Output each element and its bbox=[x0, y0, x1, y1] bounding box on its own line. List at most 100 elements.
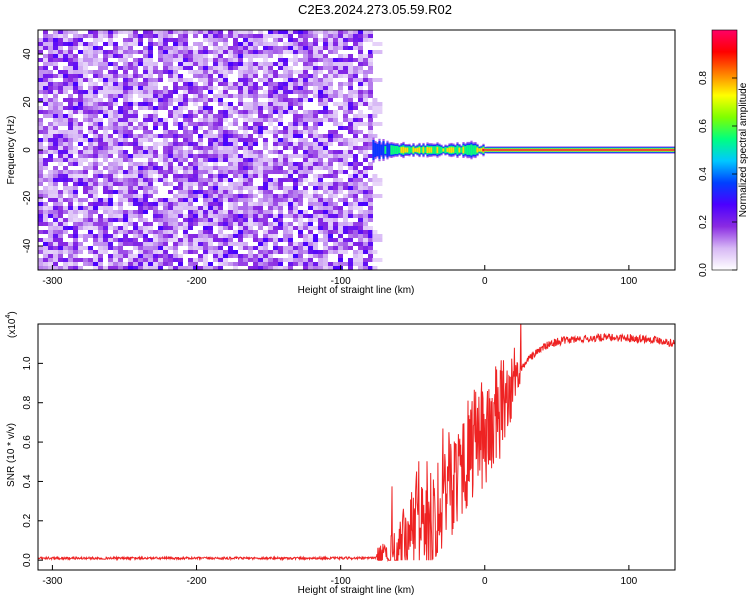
spectrogram-noise-cell bbox=[153, 78, 158, 82]
spectrogram-noise-cell bbox=[358, 42, 363, 46]
spectrogram-signal-cell bbox=[538, 149, 541, 151]
spectrogram-noise-cell bbox=[158, 102, 163, 106]
spectrogram-noise-cell bbox=[93, 38, 98, 42]
spectrogram-noise-cell bbox=[138, 106, 143, 110]
spectrogram-noise-cell bbox=[308, 90, 313, 94]
spectrogram-noise-cell bbox=[108, 258, 113, 262]
spectrogram-noise-cell bbox=[53, 206, 58, 210]
spectrogram-noise-cell bbox=[153, 238, 158, 242]
spectrogram-noise-cell bbox=[238, 86, 243, 90]
spectrogram-noise-cell bbox=[168, 266, 173, 270]
spectrogram-noise-cell bbox=[213, 162, 218, 166]
spectrogram-noise-cell bbox=[258, 166, 263, 170]
spectrogram-noise-cell bbox=[128, 78, 133, 82]
spectrogram-noise-cell bbox=[38, 154, 43, 158]
spectrogram-noise-cell bbox=[318, 254, 323, 258]
spectrogram-noise-cell bbox=[363, 94, 368, 98]
spectrogram-noise-cell bbox=[263, 146, 268, 150]
spectrogram-noise-cell bbox=[273, 146, 278, 150]
spectrogram-noise-cell bbox=[183, 42, 188, 46]
spectrogram-noise-cell bbox=[168, 98, 173, 102]
spectrogram-noise-cell bbox=[238, 82, 243, 86]
spectrogram-noise-cell bbox=[88, 222, 93, 226]
spectrogram-noise-cell bbox=[323, 114, 328, 118]
spectrogram-signal-cell bbox=[494, 149, 497, 151]
spectrogram-noise-cell bbox=[58, 110, 63, 114]
spectrogram-noise-cell bbox=[63, 242, 68, 246]
spectrogram-noise-cell bbox=[133, 222, 138, 226]
spectrogram-noise-cell bbox=[148, 190, 153, 194]
spectrogram-noise-cell bbox=[133, 62, 138, 66]
spectrogram-noise-cell bbox=[358, 54, 363, 58]
svg-text:(x104): (x104) bbox=[5, 311, 18, 338]
spectrogram-noise-cell bbox=[273, 42, 278, 46]
spectrogram-noise-cell bbox=[238, 154, 243, 158]
spectrogram-noise-cell bbox=[203, 258, 208, 262]
spectrogram-noise-cell bbox=[268, 34, 273, 38]
spectrogram-noise-cell bbox=[193, 74, 198, 78]
spectrogram-noise-cell bbox=[118, 146, 123, 150]
spectrogram-noise-cell bbox=[178, 242, 183, 246]
spectrogram-noise-cell bbox=[108, 54, 113, 58]
spectrogram-noise-cell bbox=[178, 194, 183, 198]
spectrogram-noise-cell bbox=[168, 110, 173, 114]
spectrogram-noise-cell bbox=[313, 34, 318, 38]
spectrogram-noise-cell bbox=[73, 30, 78, 34]
spectrogram-noise-cell bbox=[343, 66, 348, 70]
spectrogram-noise-cell bbox=[153, 142, 158, 146]
spectrogram-noise-cell bbox=[168, 198, 173, 202]
spectrogram-noise-cell bbox=[273, 138, 278, 142]
spectrogram-noise-cell bbox=[173, 114, 178, 118]
spectrogram-noise-cell bbox=[208, 174, 213, 178]
spectrogram-noise-cell bbox=[198, 106, 203, 110]
spectrogram-noise-cell bbox=[338, 162, 343, 166]
spectrogram-noise-cell bbox=[128, 230, 133, 234]
spectrogram-noise-cell bbox=[268, 210, 273, 214]
spectrogram-noise-cell bbox=[148, 202, 153, 206]
spectrogram-noise-cell bbox=[253, 110, 258, 114]
spectrogram-noise-cell bbox=[148, 58, 153, 62]
spectrogram-noise-cell bbox=[183, 186, 188, 190]
spectrogram-noise-cell bbox=[83, 114, 88, 118]
spectrogram-noise-cell bbox=[123, 130, 128, 134]
spectrogram-noise-cell bbox=[153, 218, 158, 222]
spectrogram-noise-cell bbox=[323, 206, 328, 210]
spectrogram-noise-cell bbox=[148, 146, 153, 150]
spectrogram-noise-cell bbox=[113, 82, 118, 86]
spectrogram-noise-cell bbox=[113, 250, 118, 254]
spectrogram-noise-cell bbox=[368, 194, 373, 198]
spectrogram-noise-cell bbox=[133, 186, 138, 190]
spectrogram-noise-cell bbox=[313, 42, 318, 46]
spectrogram-noise-cell bbox=[288, 254, 293, 258]
spectrogram-noise-cell bbox=[372, 178, 383, 182]
spectrogram-noise-cell bbox=[43, 262, 48, 266]
spectrogram-noise-cell bbox=[253, 214, 258, 218]
spectrogram-noise-cell bbox=[318, 110, 323, 114]
spectrogram-noise-cell bbox=[43, 218, 48, 222]
spectrogram-noise-cell bbox=[248, 90, 253, 94]
spectrogram-noise-cell bbox=[63, 206, 68, 210]
spectrogram-noise-cell bbox=[138, 58, 143, 62]
spectrogram-noise-cell bbox=[318, 102, 323, 106]
spectrogram-noise-cell bbox=[368, 154, 373, 158]
spectrogram-noise-cell bbox=[238, 34, 243, 38]
spectrogram-noise-cell bbox=[238, 258, 243, 262]
spectrogram-noise-cell bbox=[333, 154, 338, 158]
spectrogram-noise-cell bbox=[173, 170, 178, 174]
spectrogram-noise-cell bbox=[73, 258, 78, 262]
spectrogram-noise-cell bbox=[368, 190, 373, 194]
spectrogram-noise-cell bbox=[78, 258, 83, 262]
spectrogram-noise-cell bbox=[168, 210, 173, 214]
spectrogram-noise-cell bbox=[203, 62, 208, 66]
spectrogram-noise-cell bbox=[338, 58, 343, 62]
spectrogram-noise-cell bbox=[208, 122, 213, 126]
spectrogram-noise-cell bbox=[348, 102, 353, 106]
spectrogram-noise-cell bbox=[368, 106, 373, 110]
spectrogram-noise-cell bbox=[353, 254, 358, 258]
spectrogram-noise-cell bbox=[158, 54, 163, 58]
spectrogram-noise-cell bbox=[73, 54, 78, 58]
spectrogram-noise-cell bbox=[118, 58, 123, 62]
spectrogram-noise-cell bbox=[128, 214, 133, 218]
spectrogram-noise-cell bbox=[218, 190, 223, 194]
spectrogram-noise-cell bbox=[263, 118, 268, 122]
